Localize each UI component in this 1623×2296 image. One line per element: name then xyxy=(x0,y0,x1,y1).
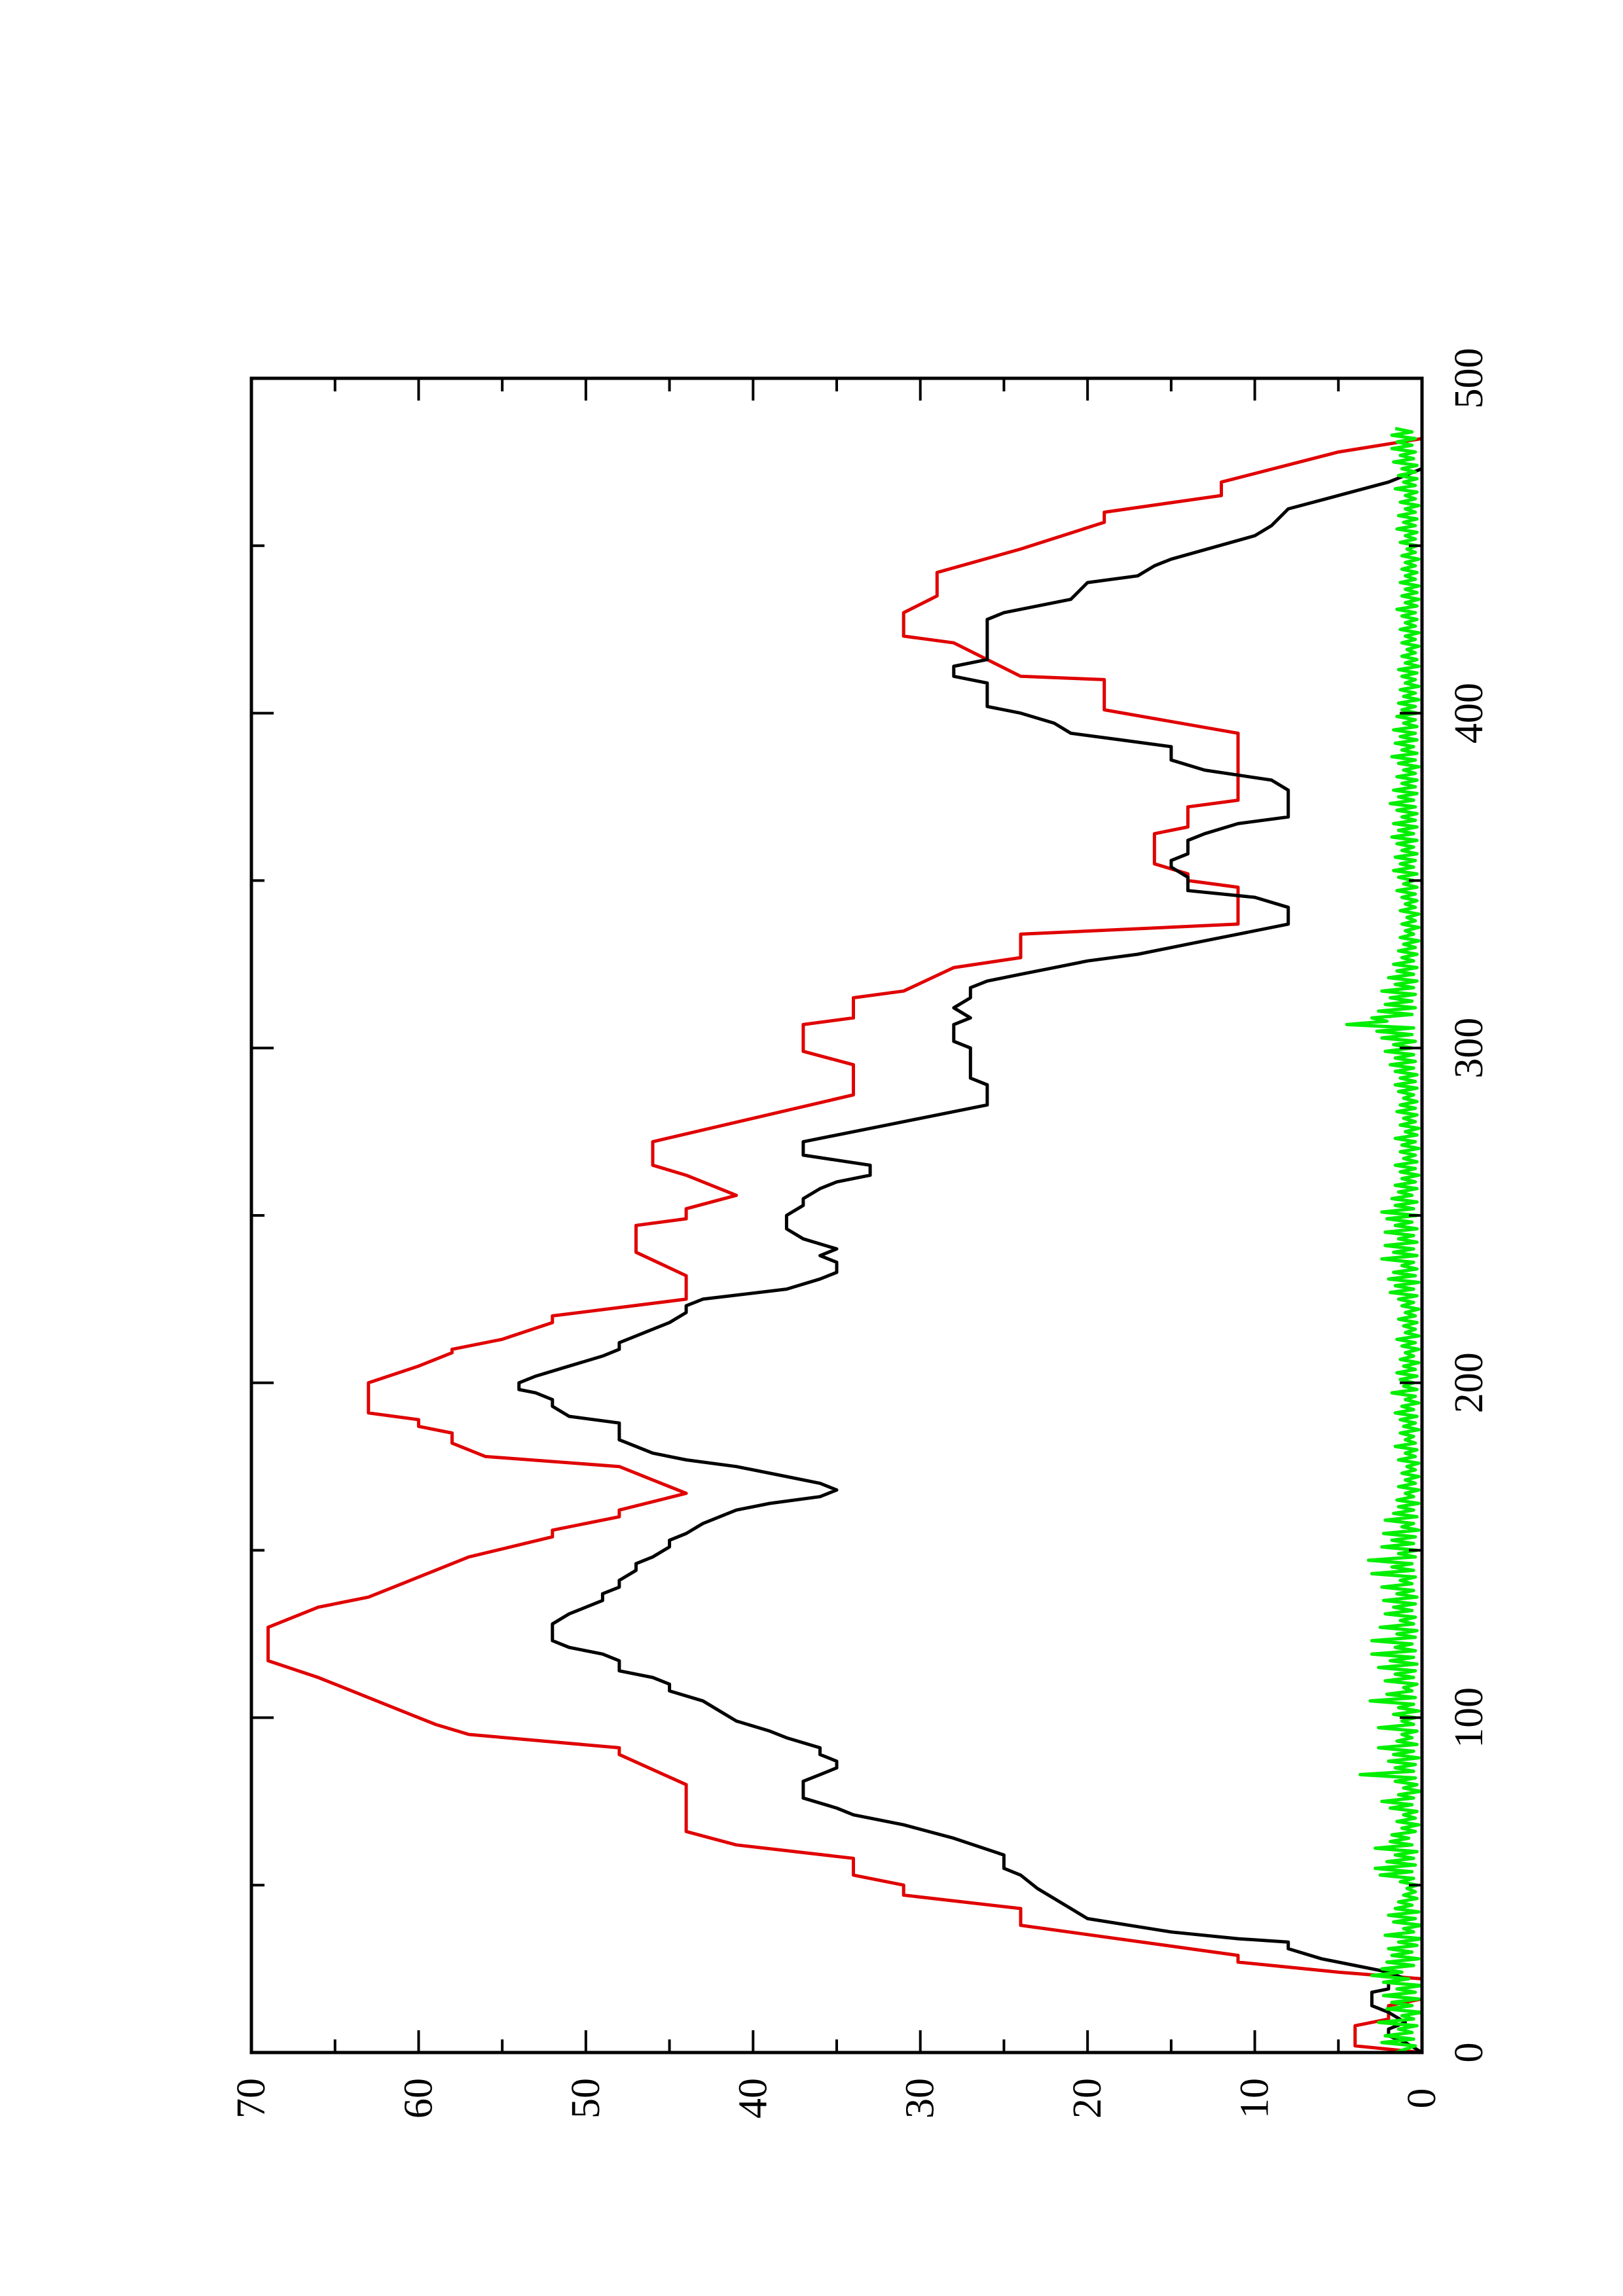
black-series xyxy=(517,428,1424,2054)
tick-label-layer: 0 100 200 300 400 500 0 10 20 30 40 50 60 70 xyxy=(229,348,1491,2119)
red-step-series xyxy=(266,428,1424,2054)
y-tick-label: 10 xyxy=(1233,2078,1277,2119)
x-tick-label: 200 xyxy=(1447,1352,1491,1413)
y-tick-label: 20 xyxy=(1065,2078,1110,2119)
x-tick-label: 500 xyxy=(1447,348,1491,409)
y-tick-label: 40 xyxy=(731,2078,775,2119)
y-tick-label: 0 xyxy=(1400,2089,1444,2109)
y-tick-label: 70 xyxy=(229,2078,274,2119)
x-tick-label: 100 xyxy=(1447,1687,1491,1748)
y-tick-label: 30 xyxy=(898,2078,943,2119)
x-tick-label: 0 xyxy=(1447,2043,1491,2063)
x-tick-label: 400 xyxy=(1447,683,1491,744)
tick-layer xyxy=(250,377,1423,2054)
y-tick-label: 50 xyxy=(564,2078,608,2119)
y-tick-label: 60 xyxy=(396,2078,441,2119)
green-series xyxy=(1345,427,1424,2054)
x-tick-label: 300 xyxy=(1447,1018,1491,1079)
series-layer xyxy=(266,427,1424,2054)
